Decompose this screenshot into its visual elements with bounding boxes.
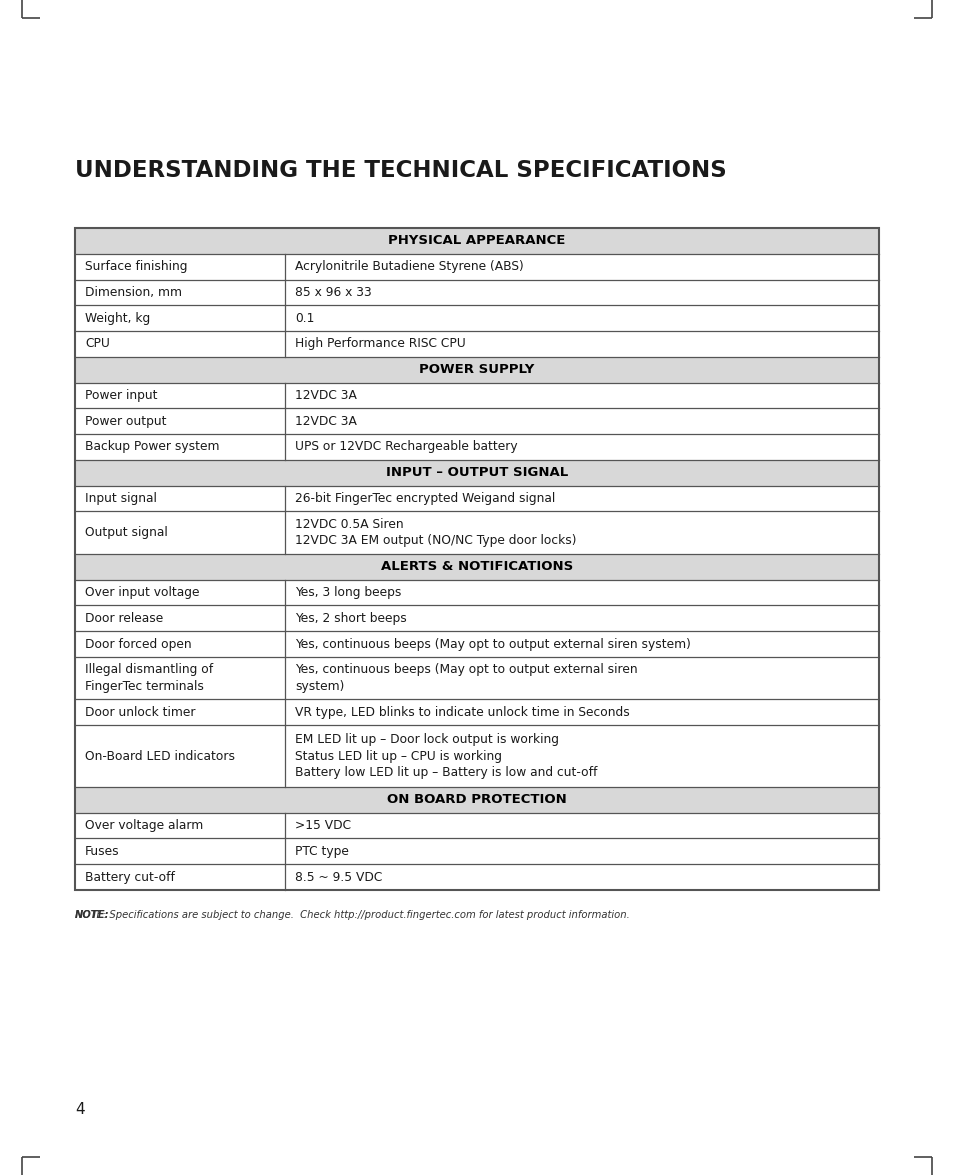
Bar [75,839,878,865]
Text: 4: 4 [75,1102,85,1117]
Text: 12VDC 0.5A Siren
12VDC 3A EM output (NO/NC Type door locks): 12VDC 0.5A Siren 12VDC 3A EM output (NO/… [294,518,576,548]
Text: POWER SUPPLY: POWER SUPPLY [419,363,534,376]
Text: Output signal: Output signal [85,526,168,539]
Bar [75,228,878,254]
Text: Illegal dismantling of
FingerTec terminals: Illegal dismantling of FingerTec termina… [85,664,213,693]
Bar [75,631,878,657]
Text: Weight, kg: Weight, kg [85,311,150,324]
Text: >15 VDC: >15 VDC [294,819,351,832]
Text: Input signal: Input signal [85,492,156,505]
Bar [75,725,878,787]
Bar [75,605,878,631]
Text: Surface finishing: Surface finishing [85,260,188,273]
Text: Dimension, mm: Dimension, mm [85,286,182,298]
Bar [75,408,878,434]
Text: Power output: Power output [85,415,167,428]
Text: Yes, 3 long beeps: Yes, 3 long beeps [294,586,401,599]
Text: NOTE:: NOTE: [75,909,110,920]
Text: 12VDC 3A: 12VDC 3A [294,415,356,428]
Bar [75,331,878,357]
Text: Battery cut-off: Battery cut-off [85,871,174,884]
Text: 85 x 96 x 33: 85 x 96 x 33 [294,286,372,298]
Text: Fuses: Fuses [85,845,119,858]
Text: Yes, continuous beeps (May opt to output external siren
system): Yes, continuous beeps (May opt to output… [294,664,637,693]
Text: Power input: Power input [85,389,157,402]
Text: Door release: Door release [85,612,163,625]
Text: EM LED lit up – Door lock output is working
Status LED lit up – CPU is working
B: EM LED lit up – Door lock output is work… [294,733,597,779]
Bar [75,228,878,889]
Text: On-Board LED indicators: On-Board LED indicators [85,750,234,763]
Text: UPS or 12VDC Rechargeable battery: UPS or 12VDC Rechargeable battery [294,441,517,454]
Bar [75,699,878,725]
Text: Yes, continuous beeps (May opt to output external siren system): Yes, continuous beeps (May opt to output… [294,638,690,651]
Text: Backup Power system: Backup Power system [85,441,219,454]
Text: PTC type: PTC type [294,845,349,858]
Text: VR type, LED blinks to indicate unlock time in Seconds: VR type, LED blinks to indicate unlock t… [294,706,629,719]
Text: Over input voltage: Over input voltage [85,586,199,599]
Text: Over voltage alarm: Over voltage alarm [85,819,203,832]
Text: Acrylonitrile Butadiene Styrene (ABS): Acrylonitrile Butadiene Styrene (ABS) [294,260,523,273]
Text: 26-bit FingerTec encrypted Weigand signal: 26-bit FingerTec encrypted Weigand signa… [294,492,555,505]
Bar [75,228,878,889]
Bar [75,306,878,331]
Text: CPU: CPU [85,337,110,350]
Bar [75,434,878,459]
Bar [75,813,878,839]
Text: Door forced open: Door forced open [85,638,192,651]
Bar [75,459,878,485]
Bar [75,787,878,813]
Bar [75,657,878,699]
Bar [75,485,878,511]
Bar [75,553,878,579]
Bar [75,254,878,280]
Text: 0.1: 0.1 [294,311,314,324]
Bar [75,280,878,306]
Bar [75,579,878,605]
Bar [75,383,878,408]
Text: PHYSICAL APPEARANCE: PHYSICAL APPEARANCE [388,234,565,248]
Text: ON BOARD PROTECTION: ON BOARD PROTECTION [387,793,566,806]
Text: NOTE: Specifications are subject to change.  Check http://product.fingertec.com : NOTE: Specifications are subject to chan… [75,909,629,920]
Text: INPUT – OUTPUT SIGNAL: INPUT – OUTPUT SIGNAL [385,466,568,479]
Text: 8.5 ~ 9.5 VDC: 8.5 ~ 9.5 VDC [294,871,382,884]
Text: High Performance RISC CPU: High Performance RISC CPU [294,337,465,350]
Text: UNDERSTANDING THE TECHNICAL SPECIFICATIONS: UNDERSTANDING THE TECHNICAL SPECIFICATIO… [75,159,726,182]
Bar [75,865,878,889]
Text: 12VDC 3A: 12VDC 3A [294,389,356,402]
Text: Door unlock timer: Door unlock timer [85,706,195,719]
Text: Yes, 2 short beeps: Yes, 2 short beeps [294,612,406,625]
Bar [75,357,878,383]
Bar [75,511,878,553]
Text: ALERTS & NOTIFICATIONS: ALERTS & NOTIFICATIONS [380,560,573,573]
